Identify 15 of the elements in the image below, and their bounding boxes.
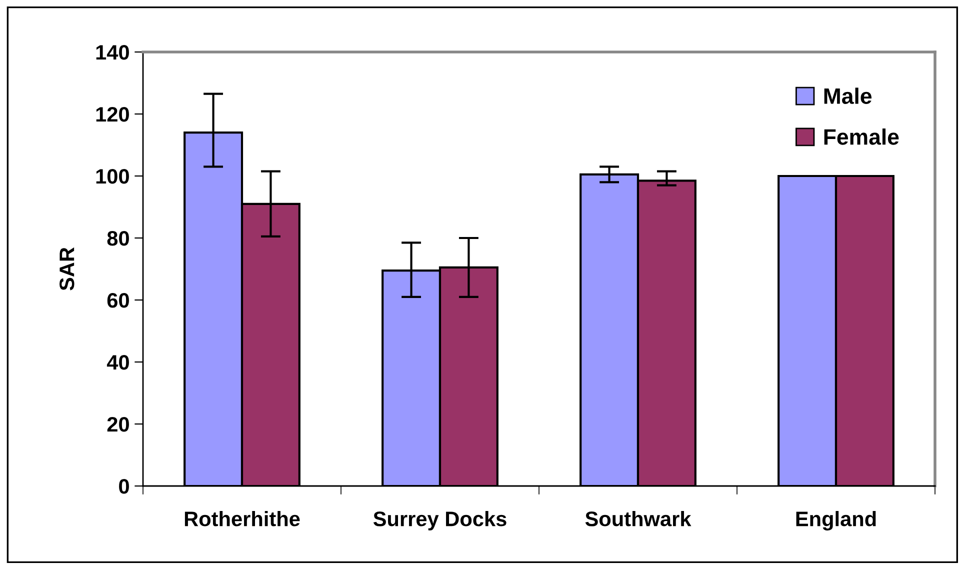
legend-label: Male [824,88,872,104]
x-tick-label: England [796,511,876,531]
y-tick-label: 100 [96,169,129,184]
y-tick-label: 40 [106,355,129,370]
y-tick-label: 20 [107,417,129,432]
y-tick-label: 0 [119,479,129,494]
y-axis-title: SAR [60,247,74,290]
legend-label: Female [824,128,899,145]
x-tick-label: Rotherhithe [184,511,300,526]
x-tick-label: Surrey Docks [373,511,506,530]
y-tick-label: 140 [96,45,129,60]
y-tick-label: 80 [107,231,129,246]
y-tick-label: 120 [96,107,129,122]
y-tick-label: 60 [107,293,129,308]
x-tick-label: Southwark [585,511,692,526]
